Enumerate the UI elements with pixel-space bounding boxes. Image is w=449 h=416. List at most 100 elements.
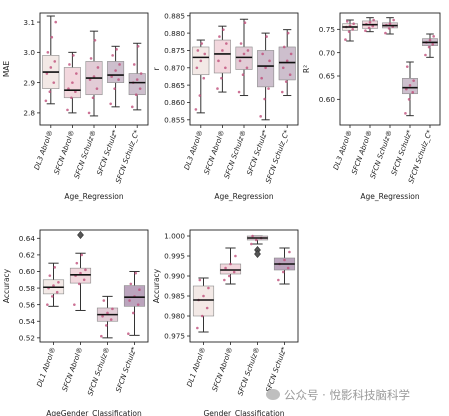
box-3 xyxy=(235,46,253,70)
data-point xyxy=(196,49,200,52)
x-tick-label: DL1 Abrol® xyxy=(185,346,208,388)
data-point xyxy=(109,318,113,321)
data-point xyxy=(48,274,52,277)
data-point xyxy=(117,78,120,81)
x-tick-label: SFCN Schulz® xyxy=(72,129,98,180)
data-point xyxy=(245,66,249,70)
data-point xyxy=(431,42,435,46)
data-point xyxy=(130,105,134,109)
data-point xyxy=(66,108,69,112)
x-tick-label: SFCN Schulz® xyxy=(235,346,261,397)
data-point xyxy=(432,35,435,38)
data-point xyxy=(286,31,290,35)
data-point xyxy=(277,278,280,282)
y-tick-label: 0.865 xyxy=(164,81,185,90)
data-point xyxy=(138,87,142,90)
data-point xyxy=(104,324,108,327)
data-point xyxy=(75,72,78,75)
data-point xyxy=(55,290,59,294)
y-tick-label: 0.975 xyxy=(164,332,185,341)
data-point xyxy=(289,52,293,56)
y-axis-label: MAE xyxy=(2,61,11,78)
data-point xyxy=(223,278,226,282)
data-point xyxy=(106,311,109,315)
data-point xyxy=(428,38,432,42)
data-point xyxy=(427,45,431,49)
data-point xyxy=(198,94,202,97)
data-point xyxy=(241,73,245,77)
y-tick-label: 0.52 xyxy=(19,334,35,343)
data-point xyxy=(221,49,224,52)
box-1 xyxy=(192,285,215,317)
data-point xyxy=(345,20,349,23)
data-point xyxy=(53,60,57,63)
data-point xyxy=(344,38,347,41)
data-point xyxy=(127,332,130,336)
data-point xyxy=(109,102,112,106)
data-point xyxy=(202,76,206,80)
data-point xyxy=(198,278,202,282)
data-point xyxy=(268,59,271,63)
data-point xyxy=(118,63,121,66)
data-point xyxy=(111,307,114,311)
data-point xyxy=(205,306,209,310)
data-point xyxy=(110,75,113,78)
y-tick-label: 0.60 xyxy=(19,267,36,276)
data-point xyxy=(392,18,395,22)
data-point xyxy=(91,96,95,100)
data-point xyxy=(260,76,263,80)
axes-frame xyxy=(39,229,149,343)
y-tick-label: 0.54 xyxy=(19,317,36,326)
x-axis-label: AgeGender_Classification xyxy=(46,409,142,416)
data-point xyxy=(225,42,228,45)
data-point xyxy=(347,30,351,33)
y-tick-label: 0.880 xyxy=(164,29,185,38)
data-point xyxy=(238,59,242,63)
data-point xyxy=(282,45,286,49)
data-point xyxy=(424,53,427,57)
data-point xyxy=(405,65,409,68)
y-tick-label: 0.56 xyxy=(19,300,36,309)
y-tick-label: 0.980 xyxy=(164,312,185,321)
x-tick-label: SFCN Abrol® xyxy=(52,129,76,176)
data-point xyxy=(134,93,138,97)
box-2 xyxy=(69,267,92,284)
data-point xyxy=(263,97,266,101)
data-point xyxy=(251,234,254,238)
data-point xyxy=(254,238,258,242)
data-point xyxy=(84,268,87,272)
data-point xyxy=(412,79,415,82)
data-point xyxy=(261,52,264,56)
data-point xyxy=(288,73,292,77)
y-axis-label: Accuracy xyxy=(2,268,11,303)
wechat-icon xyxy=(266,389,280,400)
data-point xyxy=(75,261,79,265)
data-point xyxy=(136,303,140,306)
data-point xyxy=(68,63,71,66)
y-tick-label: 0.990 xyxy=(164,272,185,281)
outlier-marker xyxy=(254,250,261,258)
data-point xyxy=(111,54,114,57)
data-point xyxy=(92,75,96,78)
data-point xyxy=(220,76,223,80)
data-point xyxy=(196,326,199,330)
data-point xyxy=(224,266,227,270)
watermark: 公众号 · 悅影科技脑科学 xyxy=(266,387,410,403)
data-point xyxy=(139,72,143,75)
data-point xyxy=(234,254,237,258)
data-point xyxy=(200,314,204,318)
data-point xyxy=(202,294,205,298)
data-point xyxy=(243,21,247,25)
data-point xyxy=(52,284,55,287)
data-point xyxy=(239,42,243,45)
data-point xyxy=(404,112,407,115)
y-tick-label: 0.65 xyxy=(319,72,335,81)
data-point xyxy=(232,270,236,274)
data-point xyxy=(50,295,54,298)
axes-frame xyxy=(189,229,299,343)
data-point xyxy=(102,299,106,302)
data-point xyxy=(200,42,204,45)
data-point xyxy=(218,35,221,38)
